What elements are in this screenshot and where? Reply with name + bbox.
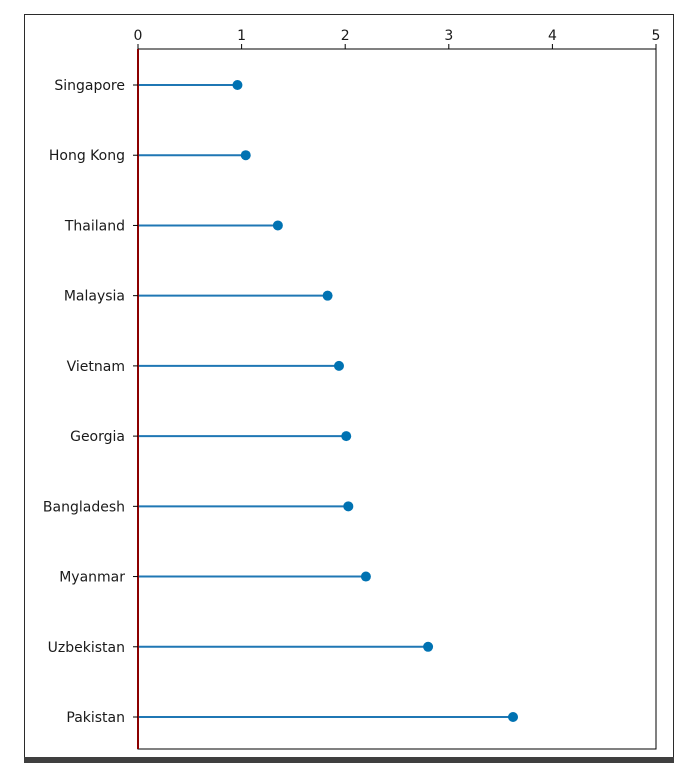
- data-point-marker: [240, 150, 251, 161]
- x-tick-label: 2: [341, 28, 350, 44]
- data-point-marker: [322, 290, 333, 301]
- y-tick-label: Pakistan: [66, 710, 125, 726]
- data-point-marker: [360, 571, 371, 582]
- y-tick-label: Malaysia: [64, 289, 125, 305]
- plot-area: [137, 48, 657, 750]
- data-point-marker: [341, 431, 352, 442]
- data-point-marker: [508, 712, 519, 722]
- frame-bottom-edge: [24, 757, 674, 763]
- x-axis-ticks: 0 1 2 3 4 5: [134, 28, 661, 49]
- data-point-marker: [272, 220, 283, 231]
- y-tick-label: Thailand: [64, 218, 125, 234]
- data-point-marker: [423, 641, 434, 652]
- data-point-marker: [343, 501, 354, 512]
- y-tick-label: Singapore: [54, 78, 125, 94]
- y-tick-label: Hong Kong: [49, 148, 125, 164]
- y-tick-label: Bangladesh: [43, 499, 125, 515]
- chart-frame: [24, 14, 674, 760]
- x-tick-label: 3: [444, 28, 453, 44]
- markers: [232, 80, 519, 722]
- stems: [138, 84, 514, 718]
- y-tick-label: Uzbekistan: [48, 640, 125, 656]
- y-tick-label: Georgia: [70, 429, 125, 445]
- x-tick-label: 0: [134, 28, 143, 44]
- y-tick-label: Myanmar: [59, 570, 125, 586]
- y-axis-labels: Singapore Hong Kong Thailand Malaysia Vietna…: [43, 78, 138, 726]
- x-tick-label: 4: [548, 28, 557, 44]
- data-point-marker: [232, 80, 243, 90]
- x-tick-label: 5: [652, 28, 661, 44]
- data-point-marker: [333, 360, 344, 371]
- x-tick-label: 1: [237, 28, 246, 44]
- y-tick-label: Vietnam: [67, 359, 125, 375]
